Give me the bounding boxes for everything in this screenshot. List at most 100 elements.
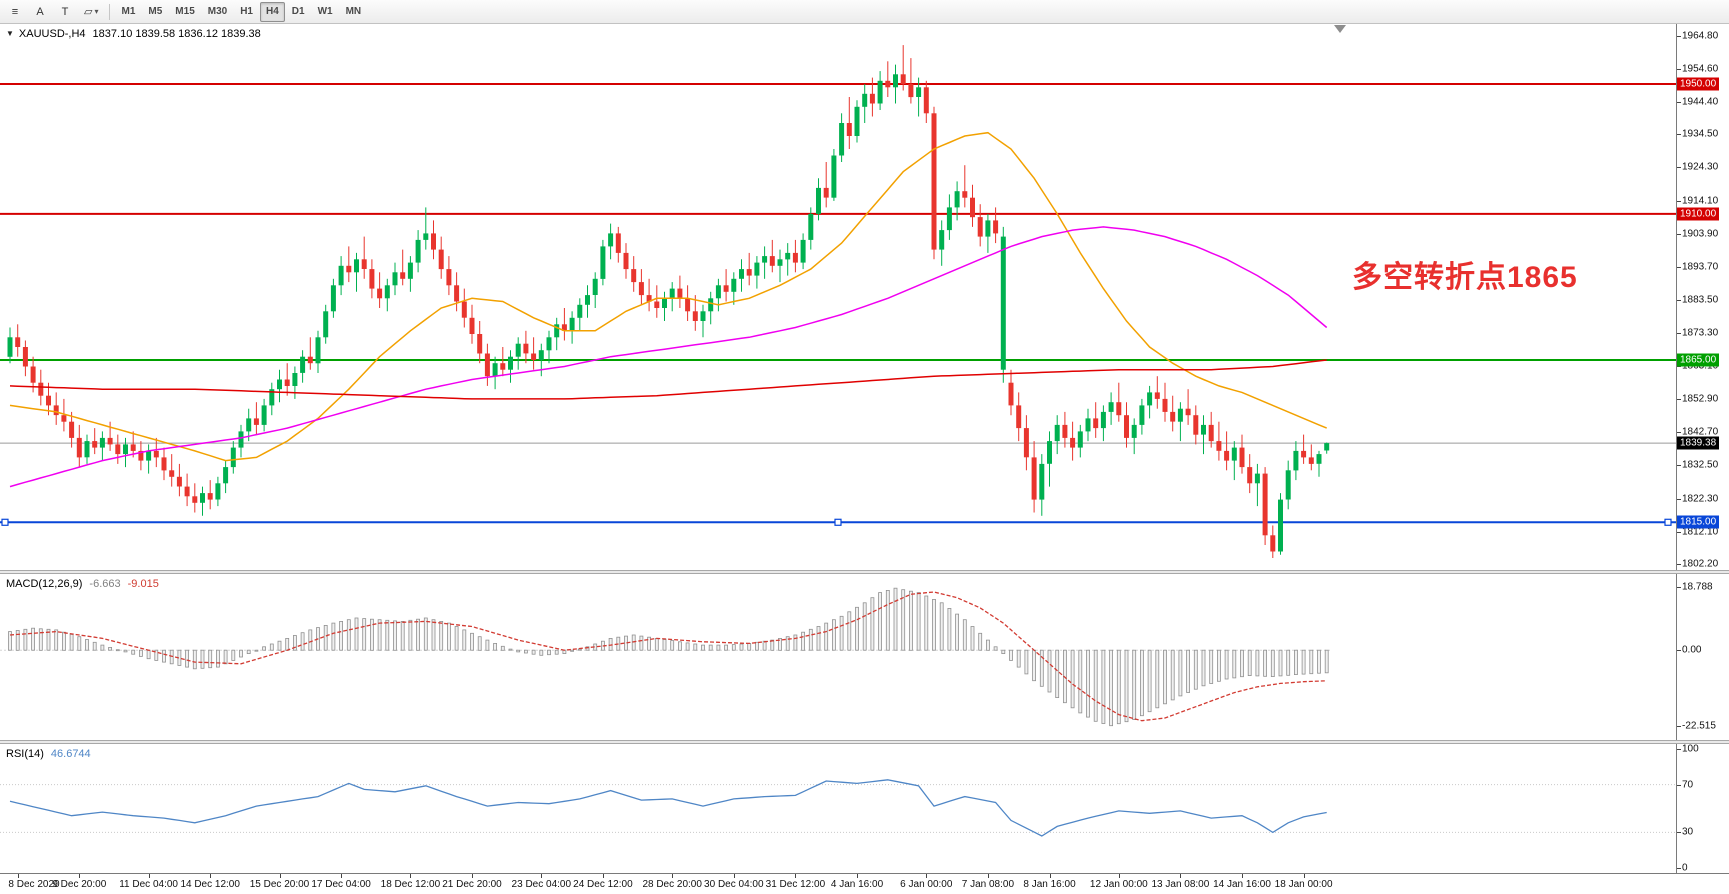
axis-tick-mark [1677, 167, 1681, 169]
axis-tick-mark [1677, 233, 1681, 235]
ma-mid-magenta [9, 226, 1328, 488]
axis-tick-mark [1677, 399, 1681, 401]
price-tick-label: 1964.80 [1682, 30, 1719, 42]
timeframe-button-w1[interactable]: W1 [317, 6, 333, 17]
price-tick-label: 1934.50 [1682, 128, 1719, 140]
support-line-1815-handle[interactable] [1, 518, 9, 526]
time-tick-label: 4 Jan 16:00 [830, 879, 884, 890]
macd-signal-line [9, 591, 1327, 722]
time-tick-label: 18 Dec 12:00 [380, 879, 441, 890]
time-tick-label: 15 Dec 20:00 [249, 879, 310, 890]
macd-tick-label: 18.788 [1682, 581, 1713, 593]
time-tick-label: 28 Dec 20:00 [642, 879, 702, 890]
chart-tools-icon[interactable]: ≡ [11, 5, 19, 18]
timeframe-button-m5[interactable]: M5 [148, 6, 163, 17]
timeframe-button-m1[interactable]: M1 [121, 6, 136, 17]
text-tool[interactable]: T [61, 5, 69, 18]
axis-tick-mark [1677, 102, 1681, 104]
collapse-arrow-icon[interactable]: ▼ [6, 29, 14, 38]
macd-tick-label: -22.515 [1682, 720, 1716, 732]
axis-tick-mark [1677, 333, 1681, 335]
axis-tick-mark [1677, 832, 1681, 834]
price-axis[interactable]: 1964.80 1954.60 1944.40 1934.50 1924.30 1914.… [1676, 24, 1729, 570]
macd-signal-value: -9.015 [127, 578, 159, 590]
axis-tick-mark [1677, 748, 1681, 750]
chart-window: ▼ XAUUSD-,H4 1837.10 1839.58 1836.12 1839.… [0, 24, 1729, 894]
support-line-1815-handle[interactable] [834, 518, 842, 526]
candlestick-chart[interactable] [0, 24, 1676, 570]
axis-tick-mark [1677, 36, 1681, 37]
ma-slow-red [9, 359, 1327, 400]
axis-tick-mark [1677, 650, 1681, 652]
support-line-1815-handle[interactable] [1664, 518, 1672, 526]
price-tick-label: 1914.10 [1682, 195, 1719, 207]
main-chart-panel[interactable]: ▼ XAUUSD-,H4 1837.10 1839.58 1836.12 1839.… [0, 24, 1676, 570]
price-tick-label: 1822.30 [1682, 493, 1719, 505]
chart-shift-marker-icon[interactable] [1334, 25, 1346, 33]
time-tick-mark [1180, 874, 1182, 878]
candles [7, 45, 1330, 558]
time-tick-label: 6 Jan 00:00 [900, 879, 953, 890]
timeframe-button-h1[interactable]: H1 [240, 6, 253, 17]
time-tick-mark [987, 874, 989, 878]
time-tick-mark [672, 874, 674, 878]
macd-main-value: -6.663 [89, 578, 121, 590]
price-tick-label: 1893.70 [1682, 261, 1719, 273]
macd-tick-label: 0.00 [1682, 644, 1702, 656]
axis-tick-mark [1677, 266, 1681, 268]
rsi-name: RSI(14) [6, 748, 44, 760]
macd-label: MACD(12,26,9) -6.663 -9.015 [6, 578, 159, 590]
support-line-1815-price-badge: 1815.00 [1677, 515, 1720, 529]
timeframe-button-m15[interactable]: M15 [175, 6, 195, 17]
panel-splitter-2[interactable] [0, 740, 1729, 744]
resistance-line-1910-price-badge: 1910.00 [1677, 207, 1720, 221]
price-tick-label: 1873.30 [1682, 327, 1719, 339]
timeframe-group: M1 M5 M15 M30 H1 H4 D1 W1 MN [115, 1, 367, 22]
timeframe-button-d1[interactable]: D1 [291, 6, 305, 17]
price-tick-label: 1903.90 [1682, 228, 1719, 240]
time-tick-mark [279, 874, 281, 878]
price-tick-label: 1812.10 [1682, 526, 1719, 538]
axis-tick-mark [1677, 134, 1681, 136]
toolbar: ≡ A T ▱ ▾ M1 M5 M15 M30 H1 H4 D1 W1 MN [0, 0, 1729, 24]
price-tick-label: 1842.70 [1682, 426, 1719, 438]
axis-tick-mark [1677, 498, 1681, 500]
time-tick-label: 23 Dec 04:00 [511, 879, 572, 890]
timeframe-button-mn[interactable]: MN [345, 6, 362, 17]
time-tick-label: 14 Dec 12:00 [180, 879, 240, 890]
price-tick-label: 1802.20 [1682, 558, 1719, 570]
axis-tick-mark [1677, 465, 1681, 467]
time-axis[interactable]: 8 Dec 2020 9 Dec 20:00 11 Dec 04:00 14 Dec … [0, 873, 1729, 894]
time-tick-label: 14 Jan 16:00 [1213, 879, 1271, 890]
time-tick-label: 30 Dec 04:00 [704, 879, 764, 890]
macd-axis: 18.788 0.00 -22.515 [1676, 574, 1729, 740]
time-tick-label: 7 Jan 08:00 [961, 879, 1015, 890]
panel-splitter-1[interactable] [0, 570, 1729, 574]
time-tick-label: 12 Jan 00:00 [1089, 879, 1148, 890]
rsi-chart [0, 779, 1676, 837]
time-tick-label: 18 Jan 00:00 [1274, 879, 1333, 890]
macd-panel[interactable]: MACD(12,26,9) -6.663 -9.015 [0, 574, 1676, 740]
time-tick-mark [79, 874, 81, 878]
time-tick-mark [795, 874, 797, 878]
price-tick-label: 1852.90 [1682, 393, 1719, 405]
time-tick-mark [210, 874, 212, 878]
rsi-panel[interactable]: RSI(14) 46.6744 [0, 744, 1676, 873]
axis-tick-mark [1677, 69, 1681, 71]
shapes-tool[interactable]: ▱ ▾ [84, 6, 99, 18]
time-tick-mark [1049, 874, 1051, 878]
macd-chart [0, 587, 1331, 727]
time-tick-label: 17 Dec 04:00 [311, 879, 371, 890]
axis-tick-mark [1677, 432, 1681, 434]
price-tick-label: 1883.50 [1682, 294, 1719, 306]
toolbar-separator [109, 3, 111, 20]
text-label-tool[interactable]: A [36, 5, 44, 18]
time-tick-label: 9 Dec 20:00 [52, 879, 107, 890]
time-tick-mark [602, 874, 604, 878]
symbol-name: XAUUSD-,H4 [18, 28, 86, 40]
axis-tick-mark [1677, 586, 1681, 588]
timeframe-button-m30[interactable]: M30 [207, 6, 228, 17]
price-tick-label: 1832.50 [1682, 459, 1719, 471]
timeframe-button-h4[interactable]: H4 [260, 1, 285, 22]
